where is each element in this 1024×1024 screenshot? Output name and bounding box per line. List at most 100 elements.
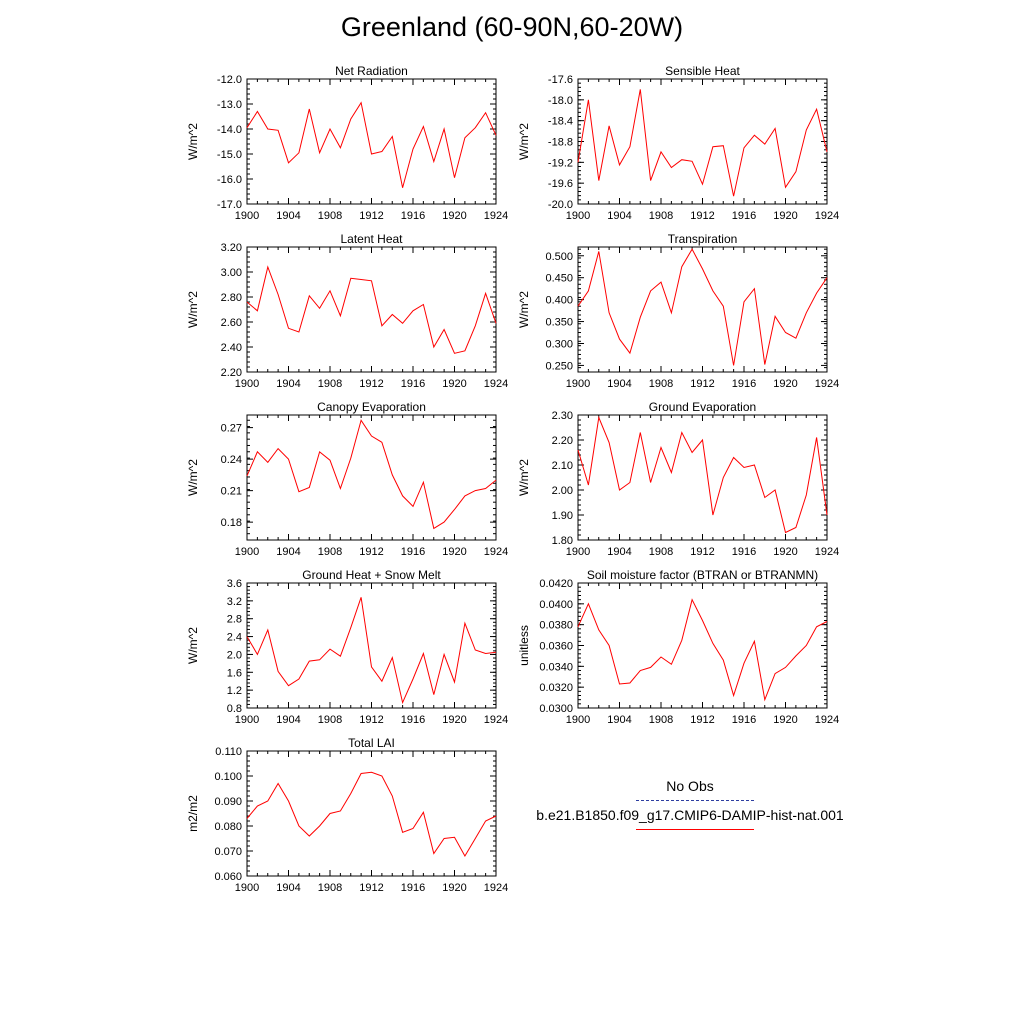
y-tick-label: 3.6 bbox=[227, 578, 242, 590]
x-tick-label: 1916 bbox=[401, 714, 425, 726]
y-tick-label: 1.6 bbox=[227, 667, 242, 679]
y-tick-label: -17.0 bbox=[217, 199, 242, 211]
y-tick-label: 0.8 bbox=[227, 703, 242, 715]
panel-title: Ground Heat + Snow Melt bbox=[302, 568, 441, 582]
panel-title: Latent Heat bbox=[340, 232, 403, 246]
y-tick-label: 2.80 bbox=[221, 292, 242, 304]
x-tick-label: 1920 bbox=[442, 882, 466, 894]
y-axis-label: W/m^2 bbox=[517, 123, 531, 160]
y-tick-label: 0.100 bbox=[214, 771, 242, 783]
x-tick-label: 1908 bbox=[649, 714, 673, 726]
x-tick-label: 1900 bbox=[235, 882, 259, 894]
y-axis-label: m2/m2 bbox=[186, 795, 200, 832]
y-tick-label: 0.0360 bbox=[539, 641, 573, 653]
x-tick-label: 1924 bbox=[815, 546, 839, 558]
x-tick-label: 1912 bbox=[690, 378, 714, 390]
y-tick-label: -18.8 bbox=[548, 137, 573, 149]
series-line bbox=[246, 597, 497, 705]
panel-frame bbox=[577, 582, 828, 709]
legend-obs-label: No Obs bbox=[666, 778, 714, 794]
x-tick-label: 1908 bbox=[318, 210, 342, 222]
y-tick-label: 0.350 bbox=[545, 317, 573, 329]
x-tick-label: 1904 bbox=[607, 714, 631, 726]
y-tick-label: -16.0 bbox=[217, 174, 242, 186]
y-tick-label: 0.080 bbox=[214, 821, 242, 833]
y-tick-label: 2.20 bbox=[552, 435, 573, 447]
panel-frame bbox=[246, 582, 497, 709]
y-tick-label: -19.2 bbox=[548, 157, 573, 169]
y-tick-label: 2.40 bbox=[221, 342, 242, 354]
x-tick-label: 1900 bbox=[566, 210, 590, 222]
legend-model-line bbox=[636, 829, 754, 830]
panel-title: Ground Evaporation bbox=[649, 400, 756, 414]
series-line bbox=[577, 89, 828, 197]
y-axis-label: W/m^2 bbox=[517, 459, 531, 496]
figure-title: Greenland (60-90N,60-20W) bbox=[340, 12, 684, 42]
panel-1: Net Radiation W/m^2 1900 1904 1908 1912 1916 19… bbox=[186, 64, 508, 222]
x-tick-label: 1916 bbox=[732, 714, 756, 726]
panel-title: Canopy Evaporation bbox=[317, 400, 426, 414]
y-tick-label: 0.18 bbox=[221, 517, 242, 529]
panel-2: Sensible Heat W/m^2 1900 1904 1908 1912 1916 19… bbox=[517, 64, 839, 222]
series-line bbox=[246, 419, 497, 530]
x-tick-label: 1912 bbox=[690, 546, 714, 558]
x-tick-label: 1900 bbox=[235, 210, 259, 222]
y-axis-label: W/m^2 bbox=[186, 123, 200, 160]
y-tick-label: 0.0320 bbox=[539, 682, 573, 694]
panel-6: Ground Evaporation W/m^2 1900 1904 1908 1912 1… bbox=[517, 400, 839, 558]
x-tick-label: 1908 bbox=[318, 714, 342, 726]
y-tick-label: 3.00 bbox=[221, 267, 242, 279]
y-tick-label: 0.110 bbox=[215, 746, 242, 758]
x-tick-label: 1920 bbox=[773, 714, 797, 726]
x-tick-label: 1924 bbox=[815, 714, 839, 726]
series-line bbox=[577, 415, 828, 534]
y-axis-label: W/m^2 bbox=[186, 459, 200, 496]
y-axis-label: W/m^2 bbox=[186, 627, 200, 664]
x-tick-label: 1916 bbox=[732, 546, 756, 558]
y-tick-label: 0.060 bbox=[214, 871, 242, 883]
x-tick-label: 1920 bbox=[442, 378, 466, 390]
x-tick-label: 1904 bbox=[607, 210, 631, 222]
panel-7: Ground Heat + Snow Melt W/m^2 1900 1904 1908… bbox=[186, 568, 508, 726]
x-tick-label: 1916 bbox=[732, 210, 756, 222]
x-tick-label: 1924 bbox=[484, 210, 508, 222]
y-tick-label: -15.0 bbox=[217, 149, 242, 161]
x-tick-label: 1908 bbox=[318, 546, 342, 558]
x-tick-label: 1912 bbox=[359, 714, 383, 726]
x-tick-label: 1904 bbox=[276, 714, 300, 726]
x-tick-label: 1904 bbox=[607, 378, 631, 390]
series-line bbox=[577, 598, 828, 702]
y-tick-label: -14.0 bbox=[217, 124, 242, 136]
panel-title: Total LAI bbox=[348, 736, 395, 750]
x-tick-label: 1920 bbox=[442, 210, 466, 222]
y-tick-label: 2.0 bbox=[227, 649, 242, 661]
y-tick-label: 0.0340 bbox=[539, 661, 573, 673]
panel-9: Total LAI m2/m2 1900 1904 1908 1912 1916 1920 19… bbox=[186, 736, 508, 894]
y-tick-label: 0.500 bbox=[545, 251, 573, 263]
y-tick-label: 0.21 bbox=[221, 486, 242, 498]
y-tick-label: 0.24 bbox=[221, 454, 242, 466]
y-tick-label: 0.0400 bbox=[539, 599, 573, 611]
x-tick-label: 1900 bbox=[235, 546, 259, 558]
x-tick-label: 1912 bbox=[359, 210, 383, 222]
x-tick-label: 1908 bbox=[649, 378, 673, 390]
x-tick-label: 1900 bbox=[566, 378, 590, 390]
x-tick-label: 1908 bbox=[318, 882, 342, 894]
y-tick-label: -17.6 bbox=[548, 74, 573, 86]
y-tick-label: 0.400 bbox=[545, 295, 573, 307]
y-tick-label: 2.4 bbox=[227, 632, 242, 644]
x-tick-label: 1920 bbox=[773, 378, 797, 390]
y-tick-label: 0.070 bbox=[214, 846, 242, 858]
series-line bbox=[577, 248, 828, 366]
x-tick-label: 1908 bbox=[649, 210, 673, 222]
y-tick-label: -20.0 bbox=[548, 199, 573, 211]
y-tick-label: 0.090 bbox=[214, 796, 242, 808]
y-tick-label: 2.8 bbox=[227, 614, 242, 626]
panel-title: Net Radiation bbox=[335, 64, 408, 78]
x-tick-label: 1924 bbox=[484, 714, 508, 726]
y-tick-label: -18.4 bbox=[548, 116, 573, 128]
y-tick-label: -12.0 bbox=[217, 74, 242, 86]
x-tick-label: 1920 bbox=[773, 210, 797, 222]
x-tick-label: 1916 bbox=[401, 210, 425, 222]
